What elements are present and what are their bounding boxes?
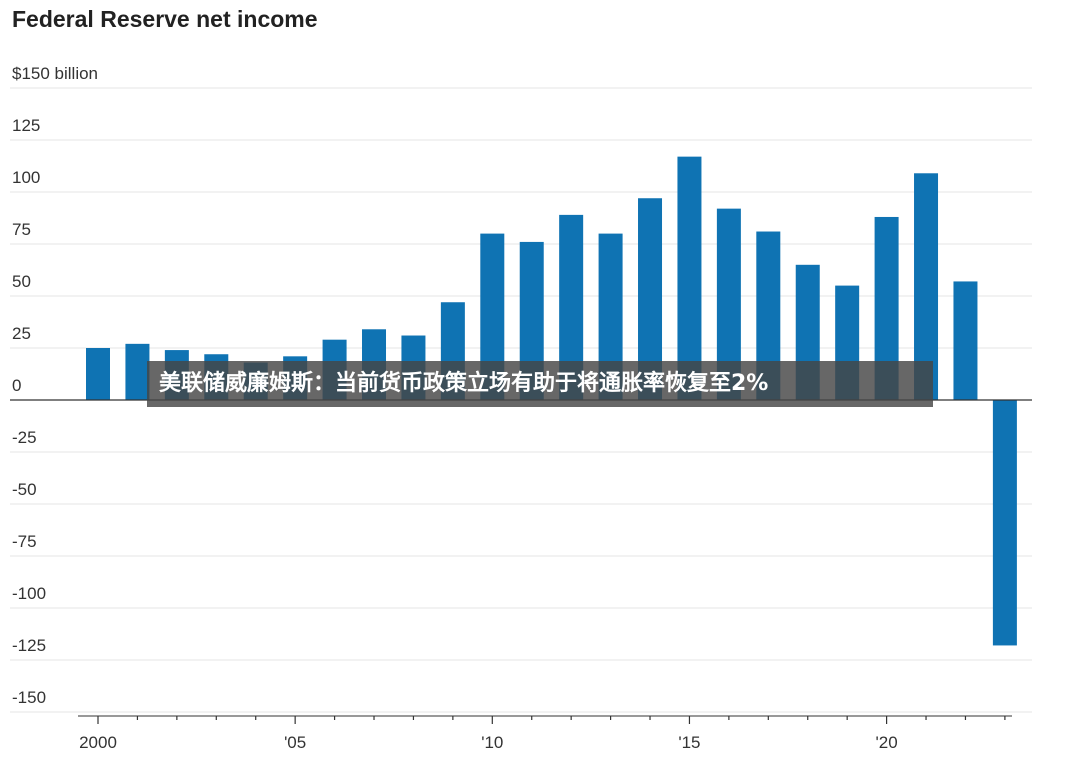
y-tick-label: $150 billion — [12, 64, 98, 83]
bar-2023 — [992, 400, 1017, 646]
bar-2015 — [677, 156, 702, 400]
x-tick-label-2000: 2000 — [79, 733, 117, 752]
x-tick-label-2020: '20 — [876, 733, 898, 752]
y-tick-label: 125 — [12, 116, 40, 135]
overlay-caption-banner: 美联储威廉姆斯：当前货币政策立场有助于将通胀率恢复至2% — [147, 361, 933, 407]
grid-lines — [10, 87, 1032, 713]
x-tick-label-2005: '05 — [284, 733, 306, 752]
y-tick-label: -25 — [12, 428, 37, 447]
y-tick-label: 50 — [12, 272, 31, 291]
chart-title: Federal Reserve net income — [12, 6, 318, 32]
y-axis-tick-labels: $150 billion 125 100 75 50 25 0 -25 -50 -75 -100 -1… — [12, 64, 98, 707]
y-tick-label: -50 — [12, 480, 37, 499]
x-tick-label-2015: '15 — [678, 733, 700, 752]
y-tick-label: -100 — [12, 584, 46, 603]
y-tick-label: 25 — [12, 324, 31, 343]
y-tick-label: -75 — [12, 532, 37, 551]
bar-2001 — [125, 343, 150, 400]
y-tick-label: -150 — [12, 688, 46, 707]
bar-2000 — [86, 348, 110, 400]
y-tick-label: 0 — [12, 376, 21, 395]
y-tick-label: -125 — [12, 636, 46, 655]
y-tick-label: 100 — [12, 168, 40, 187]
y-tick-label: 75 — [12, 220, 31, 239]
bar-2022 — [953, 281, 978, 400]
x-tick-label-2010: '10 — [481, 733, 503, 752]
x-axis: 2000 '05 '10 '15 '20 — [78, 715, 1012, 752]
